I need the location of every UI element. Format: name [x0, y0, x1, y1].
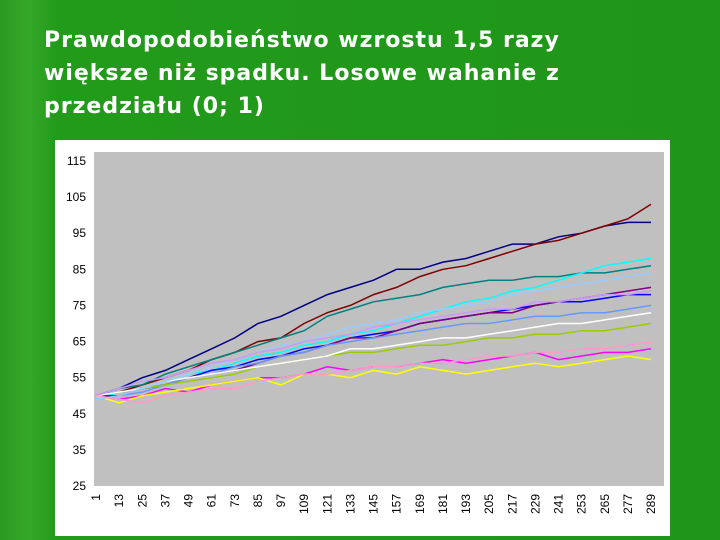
x-tick-label: 145 — [367, 494, 381, 514]
title-line: większe niż spadku. Losowe wahanie z — [44, 61, 560, 86]
x-tick-label: 25 — [135, 494, 149, 508]
series-line — [95, 272, 652, 401]
y-tick-label: 65 — [73, 335, 87, 349]
series-line — [95, 355, 652, 404]
y-tick-label: 45 — [73, 407, 87, 421]
series-line — [95, 264, 652, 397]
x-tick-label: 277 — [621, 494, 635, 514]
series-line — [95, 340, 652, 404]
x-tick-label: 217 — [505, 494, 519, 514]
y-tick-label: 105 — [66, 190, 86, 204]
series-line — [95, 322, 652, 397]
y-tick-label: 95 — [73, 226, 87, 240]
x-tick-label: 37 — [158, 494, 172, 508]
series-line — [95, 311, 652, 397]
x-tick-label: 229 — [528, 494, 542, 514]
series-line — [95, 221, 651, 397]
slide-title: Prawdopodobieństwo wzrostu 1,5 razy więk… — [44, 24, 560, 123]
title-line: przedziału (0; 1) — [44, 94, 265, 119]
series-line — [95, 290, 652, 397]
y-tick-label: 25 — [73, 479, 87, 493]
x-tick-label: 205 — [482, 494, 496, 514]
x-tick-label: 1 — [89, 494, 103, 501]
x-tick-label: 265 — [598, 494, 612, 514]
x-tick-label: 61 — [205, 494, 219, 508]
x-tick-label: 193 — [459, 494, 473, 514]
y-tick-label: 115 — [67, 154, 86, 168]
x-tick-label: 289 — [644, 494, 658, 514]
x-tick-label: 109 — [297, 494, 311, 514]
x-tick-label: 97 — [274, 494, 288, 508]
x-tick-label: 169 — [413, 494, 427, 514]
x-tick-label: 157 — [390, 494, 404, 514]
x-tick-label: 253 — [575, 494, 589, 514]
x-tick-label: 13 — [112, 494, 126, 508]
title-line: Prawdopodobieństwo wzrostu 1,5 razy — [44, 28, 560, 53]
x-tick-label: 85 — [251, 494, 265, 508]
y-tick-label: 85 — [73, 262, 87, 276]
y-tick-label: 35 — [73, 443, 87, 457]
x-tick-label: 181 — [436, 494, 450, 514]
x-tick-label: 133 — [343, 494, 357, 514]
x-tick-label: 49 — [182, 494, 196, 508]
plot-area — [94, 152, 664, 486]
y-tick-label: 55 — [73, 371, 87, 385]
x-tick-label: 241 — [552, 494, 566, 514]
x-tick-label: 121 — [320, 494, 334, 514]
y-tick-label: 75 — [73, 298, 87, 312]
x-tick-label: 73 — [228, 494, 242, 508]
